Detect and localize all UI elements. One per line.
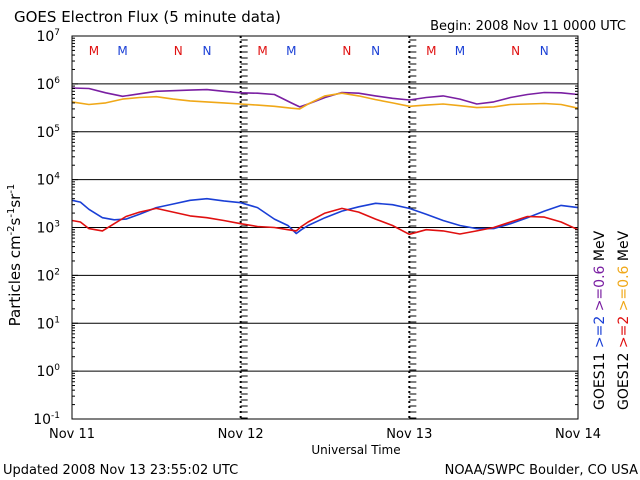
x-axis-ticks: Nov 11 Nov 12 Nov 13 Nov 14 xyxy=(49,427,601,442)
legend-goes12-ge2: >=2 xyxy=(616,316,632,348)
marker-N: N xyxy=(174,44,183,58)
y-tick-label: 105 xyxy=(36,124,60,141)
legend-goes11-unit: MeV xyxy=(592,230,608,261)
marker-M: M xyxy=(455,44,465,58)
legend-goes11-ge06: >=0.6 xyxy=(592,265,608,311)
y-tick-label: 106 xyxy=(36,76,60,93)
marker-M: M xyxy=(426,44,436,58)
y-tick-label: 102 xyxy=(36,267,60,284)
marker-N: N xyxy=(540,44,549,58)
legend: GOES11 >=2 >=0.6 MeV GOES12 >=2 >=0.6 Me… xyxy=(592,230,632,410)
legend-goes11: GOES11 >=2 >=0.6 MeV xyxy=(592,230,608,410)
legend-goes11-ge2: >=2 xyxy=(592,316,608,348)
series-line-0 xyxy=(71,197,579,235)
begin-time-label: Begin: 2008 Nov 11 0000 UTC xyxy=(430,19,626,34)
y-tick-label: 104 xyxy=(36,172,60,189)
y-tick-label: 103 xyxy=(36,220,60,237)
y-axis-label: Particles cm-2s-1sr-1 xyxy=(6,184,24,327)
marker-N: N xyxy=(511,44,520,58)
series-line-1 xyxy=(71,207,579,236)
legend-goes12: GOES12 >=2 >=0.6 MeV xyxy=(616,230,632,410)
marker-N: N xyxy=(342,44,351,58)
updated-timestamp: Updated 2008 Nov 13 23:55:02 UTC xyxy=(3,463,238,478)
x-tick-label: Nov 12 xyxy=(218,427,264,442)
x-axis-label: Universal Time xyxy=(311,443,400,457)
marker-M: M xyxy=(257,44,267,58)
series-lines xyxy=(71,87,579,236)
legend-goes12-ge06: >=0.6 xyxy=(616,265,632,311)
y-tick-label: 107 xyxy=(36,28,60,45)
legend-goes12-label: GOES12 xyxy=(616,353,632,410)
chart-title: GOES Electron Flux (5 minute data) xyxy=(14,8,281,26)
marker-M: M xyxy=(286,44,296,58)
marker-N: N xyxy=(202,44,211,58)
legend-goes12-unit: MeV xyxy=(616,230,632,261)
x-tick-label: Nov 11 xyxy=(49,427,95,442)
legend-goes11-label: GOES11 xyxy=(592,353,608,410)
marker-M: M xyxy=(89,44,99,58)
y-tick-label: 100 xyxy=(36,363,60,380)
marker-M: M xyxy=(117,44,127,58)
y-tick-label: 101 xyxy=(36,315,60,332)
marker-N: N xyxy=(371,44,380,58)
x-tick-label: Nov 14 xyxy=(555,427,601,442)
series-line-3 xyxy=(71,92,579,110)
y-tick-label: 10-1 xyxy=(33,411,60,428)
credit-label: NOAA/SWPC Boulder, CO USA xyxy=(445,463,638,478)
y-axis-ticks: 107 106 105 104 103 102 101 100 10-1 xyxy=(33,28,578,428)
x-tick-label: Nov 13 xyxy=(386,427,432,442)
